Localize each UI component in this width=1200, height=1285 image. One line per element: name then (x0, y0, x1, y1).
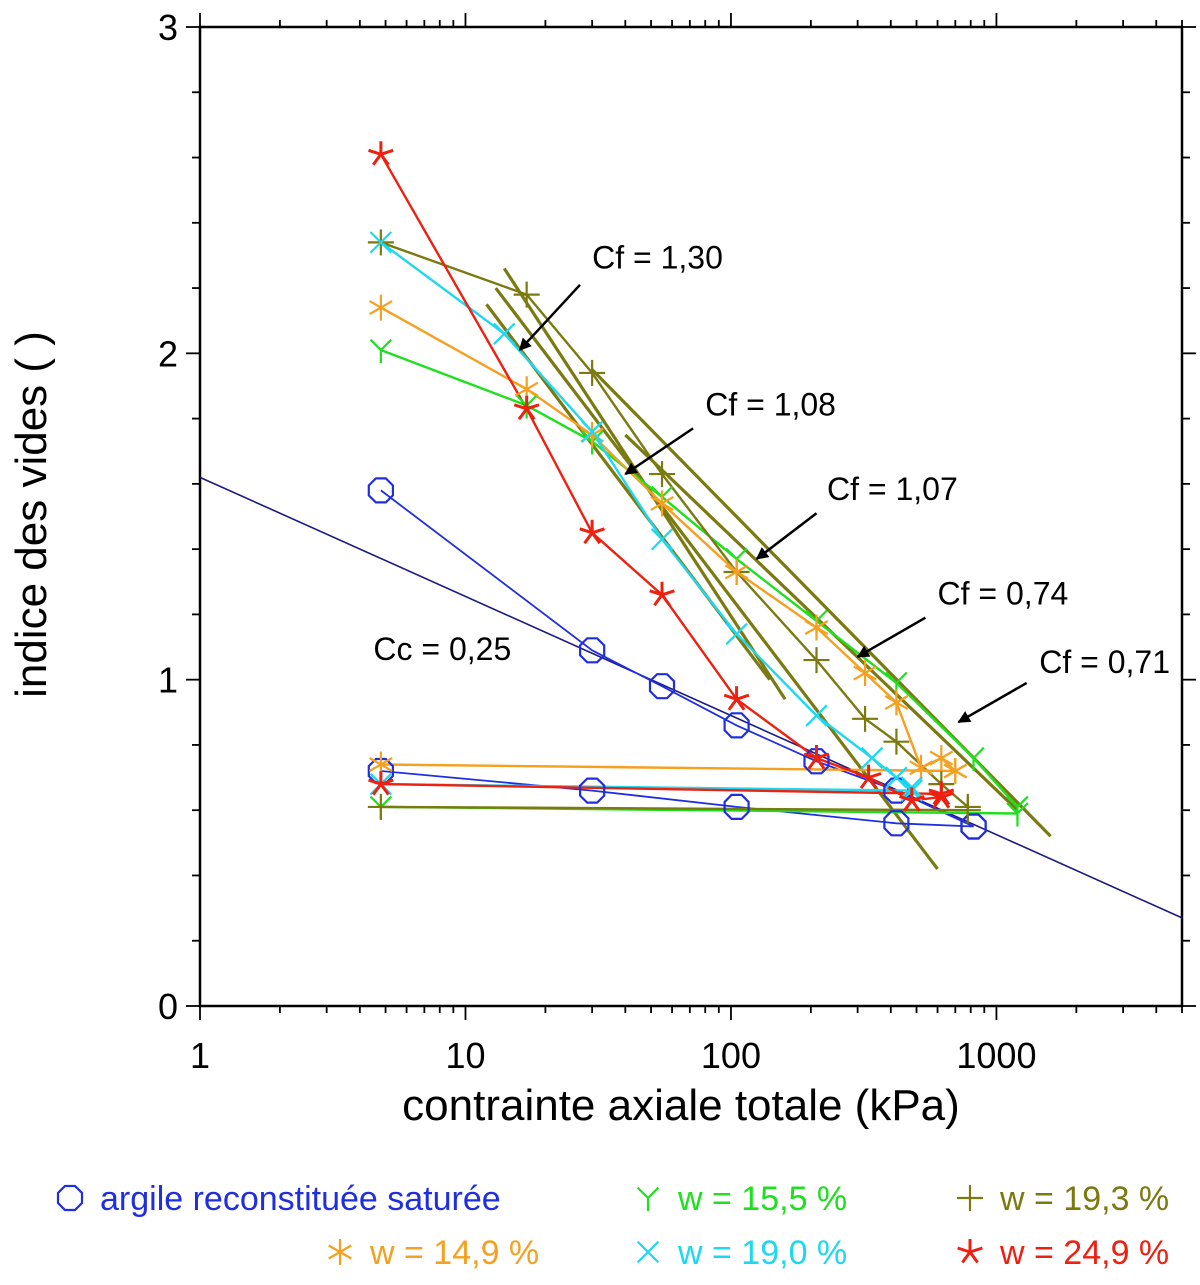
annotation-label: Cf = 0,71 (1039, 644, 1170, 680)
data-point (493, 322, 516, 345)
legend-plus-icon (957, 1185, 983, 1211)
legend-y-icon (636, 1186, 660, 1211)
data-point (899, 787, 925, 812)
legend-item: w = 19,0 % (636, 1234, 847, 1272)
annotation-arrow (624, 427, 694, 476)
data-point (803, 647, 830, 674)
legend-item: argile reconstituée saturée (56, 1180, 501, 1218)
legend-label: w = 19,3 % (999, 1180, 1169, 1218)
data-point (369, 231, 393, 254)
annotation-arrow (518, 283, 581, 351)
data-point (853, 660, 877, 687)
data-point (367, 793, 394, 820)
legend-label: argile reconstituée saturée (100, 1180, 501, 1218)
data-point (368, 771, 394, 796)
data-point (883, 728, 910, 755)
data-point (650, 528, 674, 551)
y-tick-label: 2 (158, 333, 178, 374)
data-point (723, 793, 750, 821)
legend-asterisk-icon (328, 1239, 352, 1265)
data-point (723, 712, 750, 739)
data-point (855, 764, 882, 789)
data-point (369, 338, 393, 364)
series-line (380, 306, 957, 772)
data-point (368, 141, 394, 166)
annotation-label: Cf = 0,74 (938, 576, 1069, 612)
y-tick-label: 0 (158, 986, 178, 1027)
legend-item: w = 19,3 % (957, 1180, 1169, 1218)
y-tick-label: 1 (158, 660, 178, 701)
annotation-arrow (755, 512, 818, 560)
fit-line (494, 287, 939, 870)
data-point (900, 776, 923, 799)
annotation-label: Cf = 1,07 (827, 471, 958, 507)
data-point (725, 622, 748, 646)
annotation-arrow (856, 616, 927, 658)
series-line (380, 763, 956, 773)
data-point (649, 461, 676, 488)
data-point (860, 746, 884, 770)
data-point (648, 673, 676, 700)
data-point (650, 490, 674, 517)
data-point (367, 477, 394, 504)
x-axis-label: contrainte axiale totale (kPa) (402, 1081, 960, 1130)
annotation-label: Cf = 1,08 (705, 386, 836, 422)
data-point (804, 614, 829, 641)
data-point (928, 780, 955, 806)
data-point (578, 777, 606, 804)
data-point (1006, 802, 1029, 827)
data-point (805, 704, 828, 727)
x-tick-label: 1000 (956, 1035, 1036, 1076)
data-point (513, 395, 540, 421)
data-point (884, 689, 909, 716)
series-line (380, 348, 1019, 808)
data-point (649, 581, 675, 607)
data-point (513, 281, 540, 308)
data-point (723, 686, 750, 711)
legend-x-icon (636, 1240, 660, 1264)
fit-line (624, 433, 1019, 812)
data-point (803, 744, 830, 770)
data-point (579, 359, 606, 386)
y-axis-label: indice des vides ( ) (7, 331, 56, 698)
legend-label: w = 15,5 % (677, 1180, 847, 1218)
plot-frame (198, 25, 1184, 1008)
data-point (580, 420, 604, 443)
legend-item: w = 14,9 % (328, 1234, 539, 1272)
legend-octagon-icon (56, 1184, 84, 1212)
data-point (578, 637, 606, 664)
data-point (909, 754, 933, 781)
data-point (885, 766, 908, 789)
annotation-label: Cf = 1,30 (592, 239, 723, 275)
series-line (380, 782, 942, 796)
data-point (724, 559, 749, 585)
data-point (943, 758, 968, 784)
data-point (960, 813, 987, 840)
series-line (380, 805, 968, 812)
annotation-label: Cc = 0,25 (373, 631, 511, 667)
data-point (883, 777, 910, 804)
annotation-arrow (957, 681, 1028, 724)
x-tick-label: 10 (445, 1035, 485, 1076)
x-tick-label: 1 (190, 1035, 210, 1076)
data-point (883, 810, 910, 837)
x-tick-label: 100 (701, 1035, 761, 1076)
data-point (579, 519, 605, 545)
legend-item: w = 15,5 % (636, 1180, 847, 1218)
fit-line (199, 476, 1183, 919)
legend-label: w = 14,9 % (369, 1234, 539, 1272)
data-point (852, 705, 879, 732)
legend-star-icon (957, 1239, 983, 1264)
legend-label: w = 19,0 % (677, 1234, 847, 1272)
y-tick-label: 3 (158, 7, 178, 48)
series-line (380, 770, 974, 828)
data-point (954, 797, 981, 824)
legend-label: w = 24,9 % (999, 1234, 1169, 1272)
legend-item: w = 24,9 % (957, 1234, 1169, 1272)
data-point (369, 294, 393, 321)
series-line (380, 241, 913, 789)
data-point (962, 746, 985, 771)
data-point (929, 745, 954, 771)
